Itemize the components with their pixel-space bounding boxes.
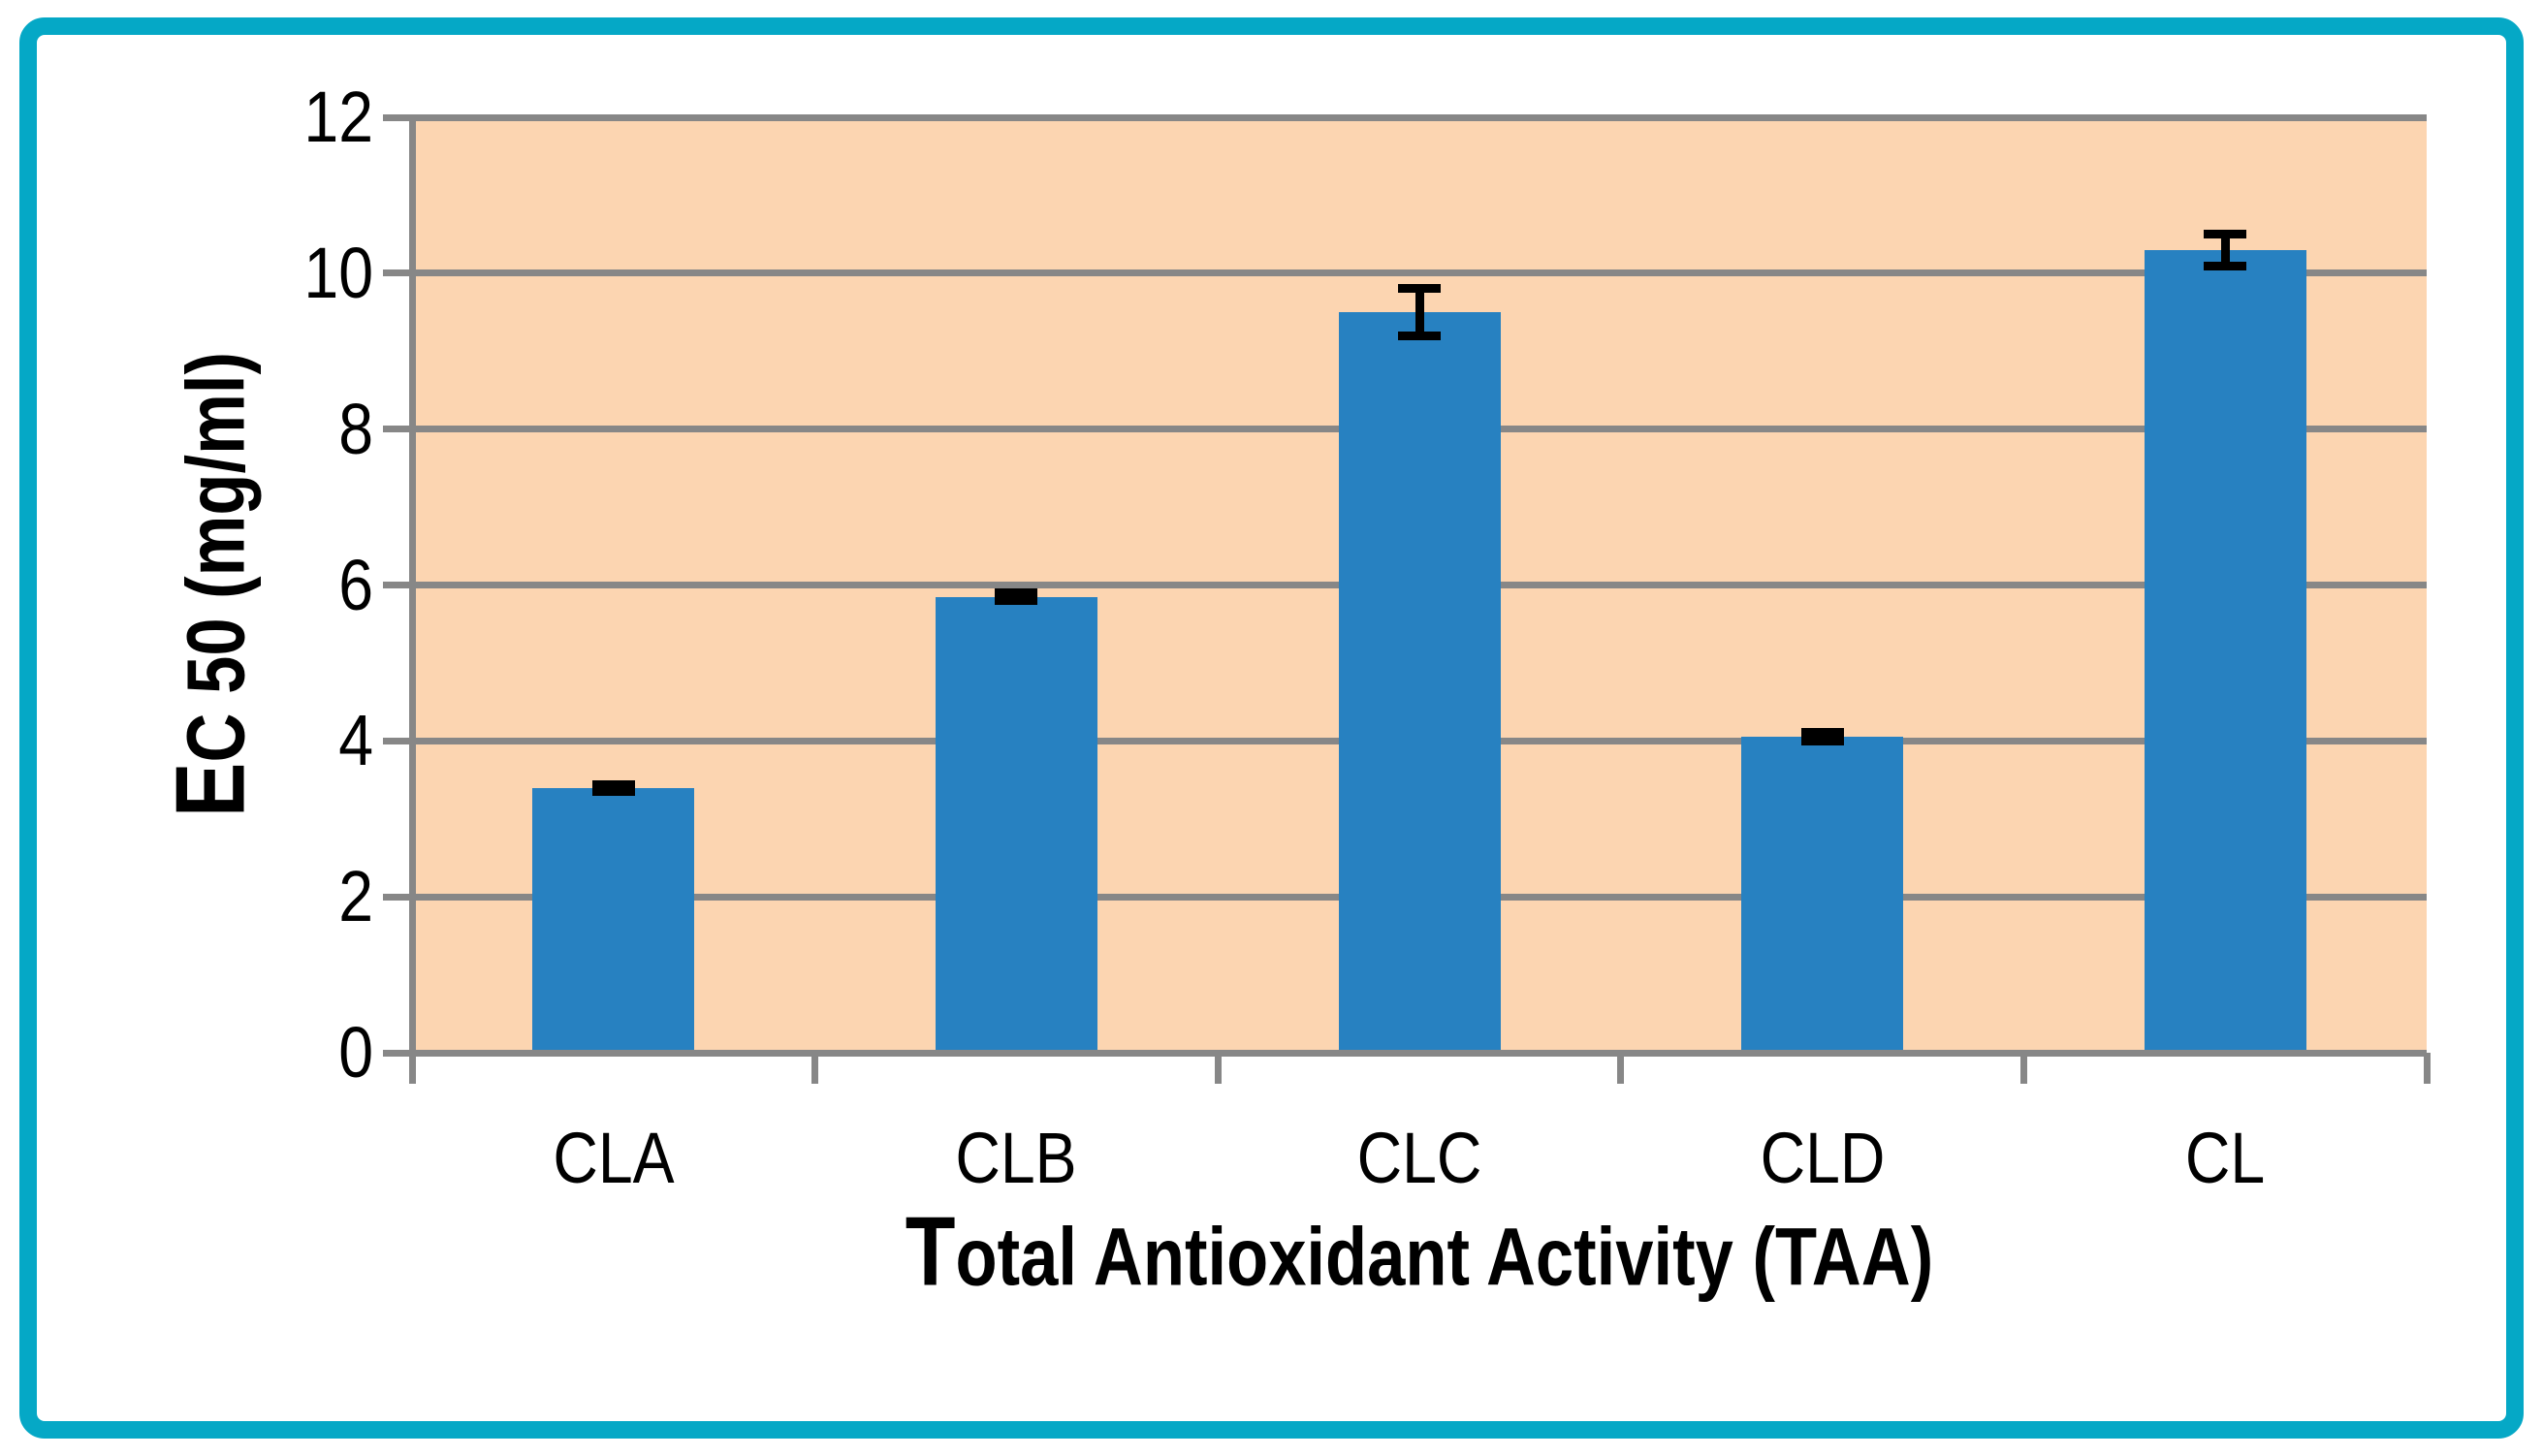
error-bar-cap-bottom-cla bbox=[591, 786, 635, 796]
error-bar-cap-bottom-clb bbox=[995, 596, 1038, 606]
error-bar-cap-top-clc bbox=[1398, 284, 1441, 294]
y-tick-label: 0 bbox=[338, 1012, 373, 1092]
x-axis-tick bbox=[1617, 1053, 1625, 1084]
x-axis-tick bbox=[811, 1053, 819, 1084]
plot-area bbox=[412, 113, 2427, 1057]
category-label-clb: CLB bbox=[955, 1118, 1078, 1198]
category-label-cl: CL bbox=[2185, 1118, 2266, 1198]
y-tick-label: 8 bbox=[338, 388, 373, 469]
error-bar-cap-top-clb bbox=[995, 587, 1038, 597]
error-bar-stem-clc bbox=[1415, 288, 1424, 336]
bar-cld bbox=[1741, 737, 1904, 1053]
y-axis-tick bbox=[383, 582, 412, 588]
gridline bbox=[412, 113, 2427, 121]
category-label-cld: CLD bbox=[1760, 1118, 1885, 1198]
x-axis-tick bbox=[2423, 1053, 2431, 1084]
y-axis-tick bbox=[383, 269, 412, 277]
bar-clc bbox=[1338, 312, 1501, 1053]
x-axis-line bbox=[412, 1049, 2427, 1057]
error-bar-cap-bottom-cl bbox=[2204, 261, 2247, 270]
y-axis-title: EC 50 (mg/ml) bbox=[156, 352, 266, 817]
y-axis-tick bbox=[383, 1049, 412, 1057]
x-axis-tick bbox=[2019, 1053, 2027, 1084]
bar-cla bbox=[532, 787, 695, 1053]
x-axis-title: Total Antioxidant Activity (TAA) bbox=[905, 1197, 1934, 1307]
error-bar-cap-bottom-clc bbox=[1398, 331, 1441, 340]
error-bar-cap-top-cld bbox=[1800, 728, 1844, 738]
gridline bbox=[412, 269, 2427, 277]
y-axis-tick bbox=[383, 426, 412, 433]
y-tick-label: 2 bbox=[338, 856, 373, 937]
y-axis-line bbox=[408, 117, 416, 1082]
category-label-cla: CLA bbox=[553, 1118, 675, 1198]
bar-clb bbox=[935, 596, 1097, 1053]
figure-border-frame bbox=[19, 17, 2524, 1439]
category-label-clc: CLC bbox=[1356, 1118, 1482, 1198]
y-axis-tick bbox=[383, 737, 412, 744]
y-axis-tick bbox=[383, 893, 412, 901]
bar-cl bbox=[2144, 249, 2306, 1053]
error-bar-cap-bottom-cld bbox=[1800, 737, 1844, 746]
y-axis-tick bbox=[383, 113, 412, 121]
error-bar-cap-top-cla bbox=[591, 779, 635, 789]
error-bar-cap-top-cl bbox=[2204, 229, 2247, 238]
x-axis-tick bbox=[1214, 1053, 1222, 1084]
y-tick-label: 6 bbox=[338, 544, 373, 625]
error-bar-stem-cl bbox=[2220, 233, 2230, 267]
y-tick-label: 4 bbox=[338, 700, 373, 781]
y-tick-label: 12 bbox=[303, 77, 373, 157]
y-tick-label: 10 bbox=[303, 232, 373, 313]
